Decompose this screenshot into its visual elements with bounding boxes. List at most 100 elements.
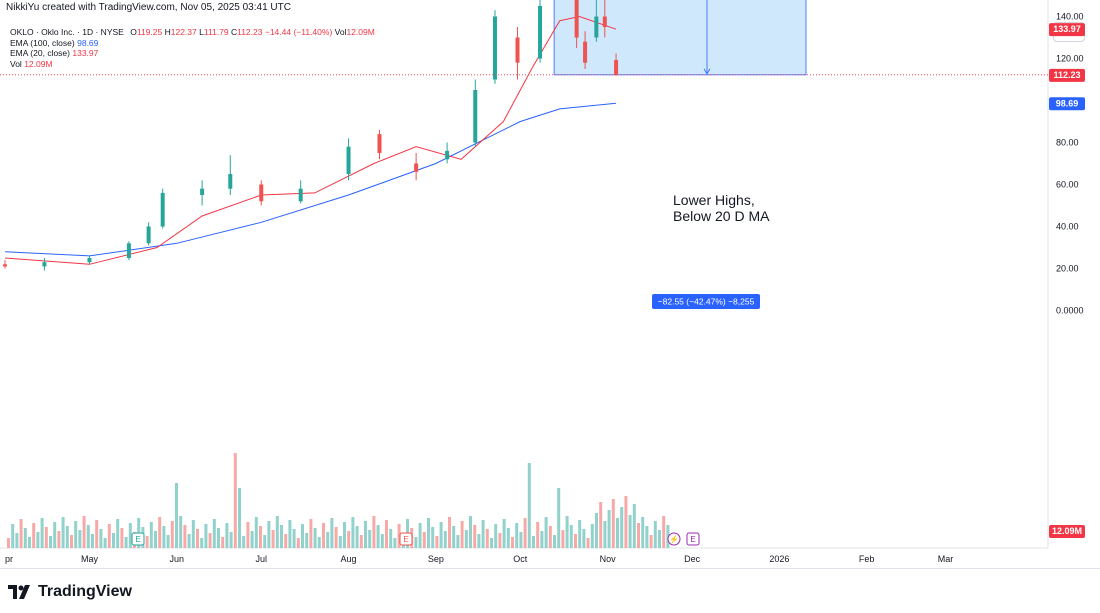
earnings-marker: E <box>403 535 408 544</box>
earnings-marker-bg <box>686 532 700 546</box>
volume-bar <box>74 521 78 548</box>
legend-ema20-row[interactable]: EMA (20, close) 133.97 <box>10 48 375 59</box>
volume-bar <box>359 535 363 548</box>
volume-bar <box>414 537 418 548</box>
measure-arrow-head <box>703 68 711 75</box>
volume-bar <box>599 502 603 548</box>
volume-bar <box>61 517 65 548</box>
candle-body <box>3 264 7 267</box>
volume-bar <box>292 529 296 548</box>
volume-bar <box>574 534 577 548</box>
price-badge <box>1049 23 1085 37</box>
legend-ema100-row[interactable]: EMA (100, close) 98.69 <box>10 38 375 49</box>
volume-bar <box>212 519 216 548</box>
volume-bar <box>15 533 19 548</box>
volume-bar <box>204 524 208 548</box>
volume-bar <box>548 526 552 548</box>
legend-close-label: C <box>230 27 238 37</box>
volume-bar <box>107 524 111 548</box>
volume-bar <box>544 517 548 548</box>
legend-volume-value: 12.09M <box>24 58 53 69</box>
volume-bar <box>49 536 52 548</box>
volume-bar <box>343 522 346 548</box>
volume-bar <box>259 526 262 548</box>
time-axis-label: pr <box>5 554 13 564</box>
legend-symbol-row[interactable]: OKLO · Oklo Inc. · 1D · NYSE O119.25 H12… <box>10 27 375 38</box>
volume-bar <box>120 528 124 548</box>
tradingview-logo[interactable]: TradingView <box>8 580 132 604</box>
volume-bar <box>435 536 439 548</box>
volume-bar <box>397 524 401 548</box>
volume-bar <box>301 524 304 548</box>
time-axis-label: Jun <box>170 554 185 564</box>
volume-bar <box>364 521 367 548</box>
volume-bar <box>372 516 376 548</box>
volume-bar <box>296 538 300 548</box>
volume-bar <box>149 522 153 548</box>
volume-bar <box>187 534 191 548</box>
volume-bar <box>511 537 514 548</box>
volume-bar <box>523 518 527 548</box>
tradingview-logo-icon <box>8 585 30 599</box>
volume-bar <box>28 537 31 548</box>
candle-body <box>583 41 588 63</box>
legend-vol-label-inline: Vol <box>334 27 347 37</box>
volume-bar <box>355 526 359 548</box>
legend-low-value: 111.79 <box>203 27 229 37</box>
volume-bar <box>305 533 309 548</box>
candle-body <box>377 134 382 153</box>
legend-ema20-label: EMA (20, close) <box>10 48 70 58</box>
volume-bar <box>284 534 288 548</box>
volume-bar <box>86 525 90 548</box>
volume-bar <box>658 530 661 548</box>
price-badge-label: 98.69 <box>1056 98 1079 108</box>
time-axis-label: Sep <box>428 554 444 564</box>
volume-bar <box>179 516 183 548</box>
volume-bar <box>519 532 523 548</box>
legend-ema100-label: EMA (100, close) <box>10 37 75 48</box>
volume-bar <box>309 519 313 548</box>
price-axis-tick: 0.0000 <box>1056 306 1084 316</box>
volume-bar <box>557 488 561 548</box>
volume-bar <box>641 517 645 548</box>
volume-bar <box>19 519 23 548</box>
volume-bar <box>116 519 120 548</box>
volume-bar <box>53 522 57 548</box>
price-badge <box>1049 97 1085 111</box>
volume-bar <box>380 534 384 548</box>
candle-body <box>614 60 619 75</box>
chart-legend: OKLO · Oklo Inc. · 1D · NYSE O119.25 H12… <box>10 27 375 69</box>
volume-bar <box>385 520 388 548</box>
volume-bar <box>238 488 241 548</box>
tradingview-brand: TradingView <box>38 583 132 600</box>
volume-bar <box>208 533 212 548</box>
volume-bar <box>233 453 237 548</box>
volume-bar <box>162 526 166 548</box>
price-badge <box>1049 68 1085 82</box>
price-axis-tick: 20.00 <box>1056 264 1079 274</box>
volume-bar <box>246 522 250 548</box>
volume-bar <box>628 515 632 548</box>
volume-bar <box>490 538 493 548</box>
volume-bar <box>99 529 103 548</box>
candle-body <box>594 16 599 38</box>
volume-bar <box>217 528 220 548</box>
volume-bar <box>23 528 27 548</box>
legend-volume-row[interactable]: Vol 12.09M <box>10 59 375 70</box>
volume-bar <box>443 531 447 548</box>
price-chart[interactable]: 220.00200.00180.00160.00140.00120.0080.0… <box>0 0 1100 568</box>
volume-bar <box>477 534 481 548</box>
volume-bar <box>267 521 271 548</box>
volume-bar <box>32 523 36 548</box>
volume-bar <box>65 526 69 548</box>
volume-bar <box>624 496 628 548</box>
volume-bar <box>254 517 258 548</box>
candle-body <box>414 163 419 172</box>
candle-body <box>538 6 543 59</box>
legend-ema20-value: 133.97 <box>72 48 99 58</box>
ema-line-20 <box>4 15 617 265</box>
volume-bar <box>582 529 586 548</box>
volume-bar <box>653 521 657 548</box>
legend-change: −14.44 (−11.40%) <box>264 27 333 37</box>
volume-bar <box>347 531 351 548</box>
